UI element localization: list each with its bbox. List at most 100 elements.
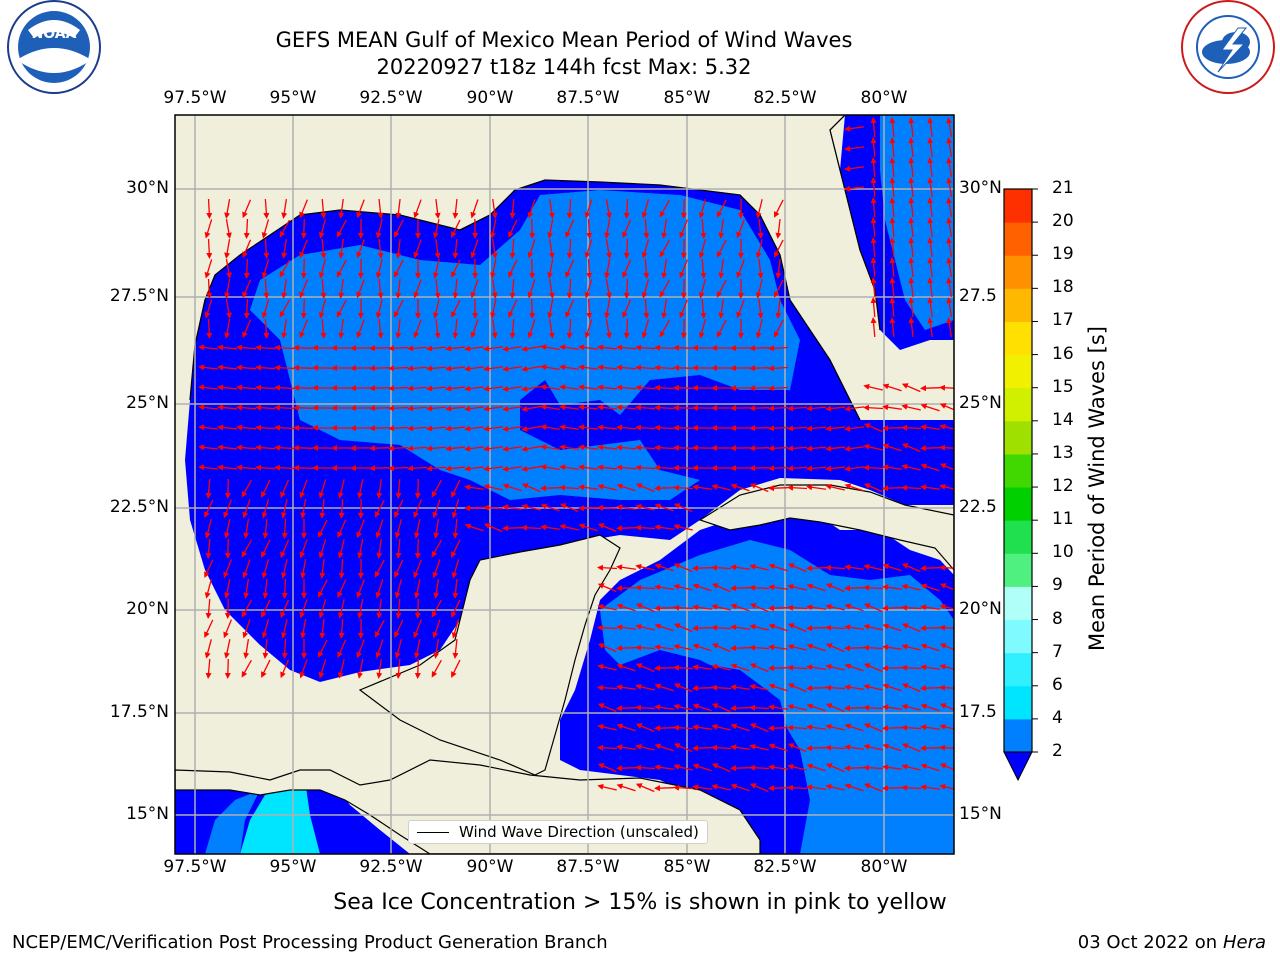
wind-wave-arrow xyxy=(680,278,687,299)
wind-wave-arrow xyxy=(236,424,257,431)
wind-wave-arrow xyxy=(749,663,769,673)
wind-wave-arrow xyxy=(464,523,484,532)
wind-wave-arrow xyxy=(635,384,656,391)
colorbar-swatch xyxy=(1004,288,1032,322)
wind-wave-arrow xyxy=(787,405,808,412)
wind-wave-arrow xyxy=(825,643,845,653)
wind-wave-arrow xyxy=(844,585,865,592)
caribbean-ocean-mid xyxy=(600,540,954,854)
wind-wave-arrow xyxy=(242,239,252,259)
wind-wave-arrow xyxy=(882,443,902,452)
wind-wave-arrow xyxy=(566,198,573,219)
wind-wave-arrow xyxy=(274,424,295,431)
wind-wave-arrow xyxy=(730,624,751,631)
wind-wave-arrow xyxy=(680,238,687,259)
wind-wave-arrow xyxy=(870,237,877,258)
wind-wave-arrow xyxy=(749,764,770,771)
wind-wave-arrow xyxy=(844,165,865,172)
wind-wave-arrow xyxy=(445,445,466,452)
wind-wave-arrow xyxy=(908,317,915,338)
colorbar-tick-label: 9 xyxy=(1052,575,1063,596)
colorbar-tick-label: 14 xyxy=(1052,409,1074,430)
wind-wave-arrow xyxy=(882,725,903,732)
wind-wave-arrow xyxy=(559,364,580,371)
wind-wave-arrow xyxy=(939,624,954,631)
wind-wave-arrow xyxy=(242,499,251,519)
pacific-ocean-cyan xyxy=(240,780,320,854)
wind-wave-arrow xyxy=(920,604,941,611)
wind-wave-arrow xyxy=(654,364,675,371)
wind-wave-arrow xyxy=(502,345,522,352)
wind-wave-arrow xyxy=(673,484,694,491)
wind-wave-arrow xyxy=(369,425,390,432)
wind-wave-arrow xyxy=(597,444,618,451)
wind-wave-arrow xyxy=(426,445,447,452)
wind-wave-arrow xyxy=(844,603,864,612)
wind-wave-arrow xyxy=(407,445,428,452)
atlantic-ocean-mid xyxy=(880,115,954,330)
wind-wave-arrow xyxy=(863,404,884,411)
wind-wave-arrow xyxy=(375,579,384,599)
wind-wave-arrow xyxy=(616,705,637,712)
wind-wave-arrow xyxy=(698,239,706,259)
wind-wave-arrow xyxy=(946,197,953,217)
wind-wave-arrow xyxy=(825,425,846,432)
wind-wave-arrow xyxy=(293,344,314,351)
wind-wave-arrow xyxy=(749,584,770,591)
wind-wave-arrow xyxy=(825,405,846,412)
lon-tick-label-top: 90°W xyxy=(466,88,514,108)
wind-wave-arrow xyxy=(698,199,706,219)
wind-wave-arrow xyxy=(413,619,422,639)
wind-wave-arrow xyxy=(198,364,219,371)
wind-wave-arrow xyxy=(692,763,712,772)
wind-wave-arrow xyxy=(426,405,447,412)
wind-wave-arrow xyxy=(578,404,599,411)
colorbar-tick-label: 18 xyxy=(1052,277,1074,298)
wind-wave-arrow xyxy=(375,299,383,319)
wind-wave-arrow xyxy=(635,444,656,451)
wind-wave-arrow xyxy=(280,479,290,499)
wind-wave-arrow xyxy=(622,219,632,239)
wind-wave-arrow xyxy=(559,424,580,431)
wind-wave-arrow xyxy=(243,579,250,599)
wind-wave-arrow xyxy=(908,117,915,138)
wind-wave-arrow xyxy=(825,703,845,713)
wind-wave-arrow xyxy=(768,683,788,692)
wind-wave-arrow xyxy=(452,318,459,339)
wind-wave-arrow xyxy=(870,117,877,138)
wind-wave-arrow xyxy=(224,239,231,259)
wind-wave-arrow xyxy=(559,464,580,471)
wind-wave-arrow xyxy=(377,278,384,299)
wind-wave-arrow xyxy=(768,704,789,711)
wind-wave-arrow xyxy=(643,298,650,319)
wind-wave-arrow xyxy=(376,538,383,559)
wind-wave-arrow xyxy=(920,565,941,572)
wind-wave-arrow xyxy=(414,658,421,679)
wind-wave-arrow xyxy=(451,599,461,618)
wind-wave-arrow xyxy=(445,465,466,472)
wind-wave-arrow xyxy=(204,499,214,518)
wind-wave-arrow xyxy=(616,424,637,431)
wind-wave-arrow xyxy=(414,538,421,559)
wind-wave-arrow xyxy=(206,318,213,339)
wind-wave-arrow xyxy=(692,784,713,791)
wind-wave-arrow xyxy=(787,583,807,591)
wind-wave-arrow xyxy=(337,639,347,659)
wind-wave-arrow xyxy=(547,219,554,239)
wind-wave-arrow xyxy=(338,318,345,339)
wind-wave-arrow xyxy=(863,743,883,751)
wind-wave-arrow xyxy=(584,279,593,299)
gulf-coastline xyxy=(189,115,881,421)
wind-wave-arrow xyxy=(806,484,827,491)
wind-wave-arrow xyxy=(635,783,655,793)
wind-wave-arrow xyxy=(749,783,769,793)
wind-wave-arrow xyxy=(236,364,257,371)
wind-wave-arrow xyxy=(336,219,347,238)
wind-wave-arrow xyxy=(426,345,447,352)
wind-wave-arrow xyxy=(711,783,731,791)
lon-tick-label-bottom: 92.5°W xyxy=(359,857,423,877)
wind-wave-arrow xyxy=(844,405,865,412)
wind-wave-arrow xyxy=(939,763,954,771)
wind-wave-arrow xyxy=(889,317,896,338)
wind-wave-arrow xyxy=(889,277,896,298)
